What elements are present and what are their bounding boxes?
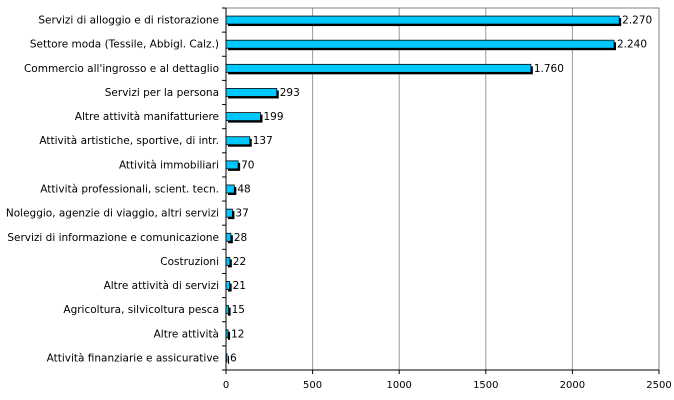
category-label: Altre attività manifatturiere — [75, 111, 219, 123]
value-label: 70 — [241, 159, 254, 171]
value-label: 28 — [234, 232, 247, 244]
bar-3 — [225, 88, 278, 97]
x-tick-label: 1000 — [386, 380, 411, 391]
x-tick-label: 2500 — [646, 380, 671, 391]
value-label: 137 — [253, 135, 273, 147]
value-label: 21 — [233, 280, 246, 292]
bar-14 — [225, 353, 228, 363]
value-label: 15 — [232, 304, 245, 316]
bar-13 — [225, 329, 229, 339]
bar-5 — [225, 136, 251, 146]
category-label: Attività finanziarie e assicurative — [47, 352, 219, 364]
category-label: Commercio all'ingrosso e al dettaglio — [24, 63, 219, 75]
x-tick-label: 0 — [223, 380, 229, 391]
bar-7 — [225, 184, 235, 194]
bar-9 — [225, 232, 232, 242]
bar-shadow — [228, 355, 230, 364]
bar-11 — [225, 281, 231, 290]
category-label: Servizi per la persona — [105, 87, 219, 99]
x-tick-labels: 0 500 1000 1500 2000 2500 — [223, 380, 672, 391]
bars — [225, 15, 622, 364]
value-label: 199 — [263, 111, 283, 123]
value-label: 37 — [235, 208, 248, 220]
value-label: 12 — [231, 328, 244, 340]
category-label: Servizi di informazione e comunicazione — [7, 232, 219, 244]
x-tick-label: 500 — [303, 380, 322, 391]
x-tick-label: 2000 — [560, 380, 585, 391]
plot-frame — [225, 7, 660, 371]
category-label: Attività professionali, scient. tecn. — [40, 184, 219, 196]
category-label: Altre attività — [154, 328, 219, 340]
value-labels: 2.270 2.240 1.760 293 199 137 70 48 37 28 22 21 15 12… — [230, 15, 652, 365]
bar-shadow — [228, 331, 231, 340]
category-label: Attività artistiche, sportive, di intr. — [39, 135, 219, 147]
bar-12 — [225, 305, 229, 315]
value-label: 1.760 — [534, 63, 564, 75]
category-label: Settore moda (Tessile, Abbigl. Calz.) — [30, 39, 219, 51]
bar-4 — [225, 112, 261, 121]
bar-6 — [225, 160, 239, 170]
value-label: 2.270 — [622, 15, 652, 27]
bar-shadow — [228, 307, 231, 316]
bar-10 — [225, 256, 231, 266]
category-label: Agricoltura, silvicoltura pesca — [63, 304, 219, 316]
category-labels: Servizi di alloggio e di ristorazione Set… — [6, 15, 219, 365]
grid-lines — [222, 7, 660, 374]
bar-1 — [225, 39, 615, 49]
value-label: 22 — [233, 256, 246, 268]
category-label: Altre attività di servizi — [104, 280, 219, 292]
bar-2 — [225, 63, 532, 73]
category-label: Costruzioni — [160, 256, 219, 268]
bar-0 — [225, 15, 620, 25]
value-label: 2.240 — [617, 39, 647, 51]
value-label: 48 — [237, 184, 250, 196]
value-label: 293 — [280, 87, 300, 99]
category-label: Servizi di alloggio e di ristorazione — [38, 15, 219, 27]
x-tick-label: 1500 — [473, 380, 498, 391]
bar-8 — [225, 208, 233, 218]
category-label: Attività immobiliari — [119, 159, 219, 171]
value-label: 6 — [230, 352, 237, 364]
category-label: Noleggio, agenzie di viaggio, altri serv… — [6, 208, 219, 220]
